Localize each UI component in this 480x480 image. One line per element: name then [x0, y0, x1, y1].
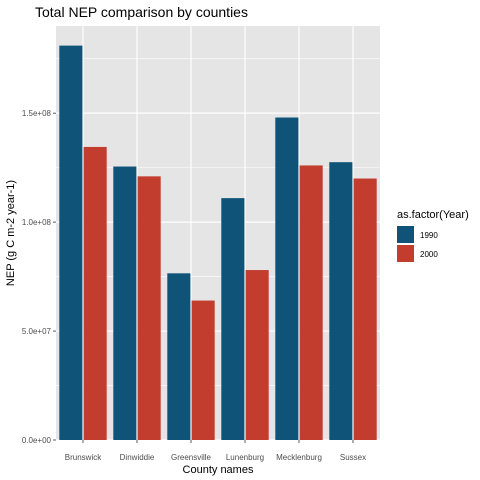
bar-lunenburg-2000 [245, 270, 269, 440]
bars-layer [59, 45, 377, 441]
legend-title: as.factor(Year) [397, 209, 469, 221]
y-tick-label: 1.0e+08 [22, 218, 52, 227]
x-axis-title: County names [183, 464, 254, 476]
x-axis: Brunswick Dinwiddie Greensville Lunenburg Me… [65, 440, 366, 462]
bar-brunswick-1990 [59, 45, 83, 440]
x-tick-label: Sussex [340, 453, 366, 462]
y-tick-label: 0.0e+00 [22, 436, 52, 445]
chart-title: Total NEP comparison by counties [35, 4, 248, 20]
legend-key-1990 [397, 226, 414, 243]
y-axis: 0.0e+00 5.0e+07 1.0e+08 1.5e+08 [22, 109, 56, 445]
x-tick-label: Dinwiddie [120, 453, 155, 462]
major-gridlines [56, 26, 380, 441]
bar-sussex-2000 [353, 178, 377, 441]
x-tick-label: Greensville [171, 453, 212, 462]
legend-label-1990: 1990 [420, 231, 438, 240]
x-tick-label: Brunswick [65, 453, 102, 462]
y-tick-label: 1.5e+08 [22, 109, 52, 118]
plot-panel [56, 26, 380, 440]
bar-greensville-2000 [191, 300, 215, 440]
y-axis-title: NEP (g C m-2 year-1) [5, 180, 17, 286]
x-tick-label: Mecklenburg [276, 453, 322, 462]
bar-greensville-1990 [167, 273, 191, 440]
bar-sussex-1990 [329, 162, 353, 440]
bar-mecklenburg-2000 [299, 165, 323, 440]
bar-dinwiddie-1990 [113, 166, 137, 440]
legend: as.factor(Year) 1990 2000 [397, 209, 469, 262]
y-tick-label: 5.0e+07 [22, 327, 52, 336]
bar-brunswick-2000 [83, 146, 107, 440]
x-tick-label: Lunenburg [226, 453, 264, 462]
legend-key-2000 [397, 245, 414, 262]
bar-lunenburg-1990 [221, 198, 245, 440]
bar-mecklenburg-1990 [275, 117, 299, 440]
bar-dinwiddie-2000 [137, 176, 161, 441]
legend-label-2000: 2000 [420, 250, 438, 259]
minor-gridlines [56, 58, 380, 386]
